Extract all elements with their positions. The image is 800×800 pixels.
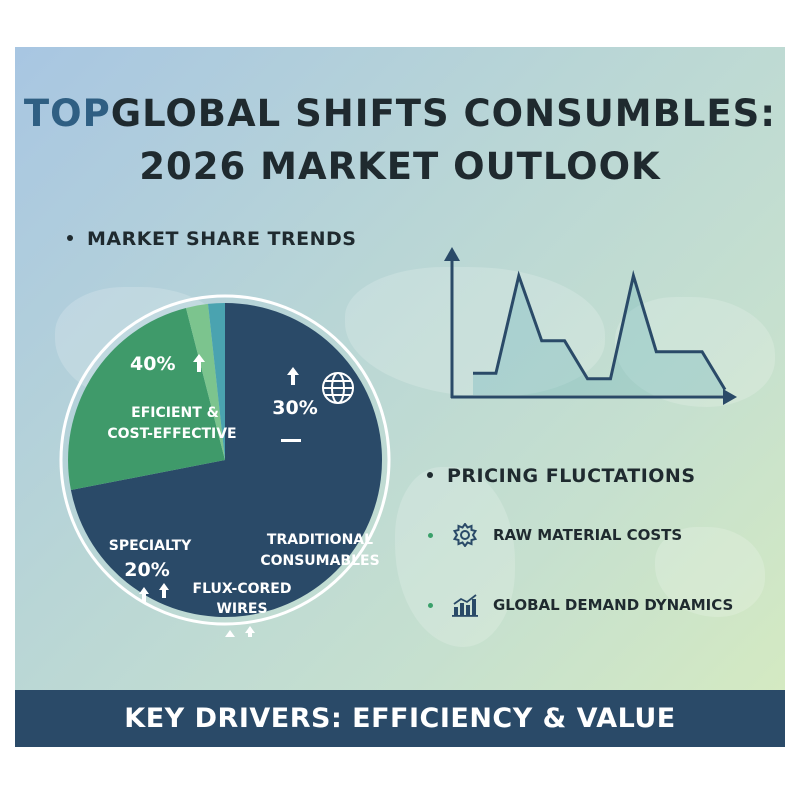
up-arrow-icon xyxy=(225,630,235,637)
eficient-pct-label: 40% xyxy=(130,353,175,375)
bullet-icon xyxy=(67,234,73,241)
line-area-fill xyxy=(473,275,725,395)
pricing-heading: PRICING FLUCTATIONS xyxy=(427,465,696,487)
dash-marker xyxy=(281,439,301,442)
eficient-name-line1: EFICIENT & xyxy=(131,405,219,421)
eficient-name-line2: COST-EFFECTIVE xyxy=(107,426,236,442)
flux-name-line1: FLUX-CORED xyxy=(193,581,292,597)
traditional-pct-label: 30% xyxy=(272,397,317,419)
up-arrow-icon xyxy=(193,354,205,372)
specialty-pct-label: 20% xyxy=(124,559,169,581)
flux-name-line2: WIRES xyxy=(216,601,267,617)
world-map-decoration xyxy=(345,267,605,397)
pie-slice-light-green xyxy=(186,303,225,460)
world-map-decoration xyxy=(395,467,515,647)
pie-outer-ring xyxy=(59,294,391,626)
up-arrow-icon xyxy=(159,583,169,598)
bullet-icon xyxy=(428,602,433,608)
market-share-heading-text: MARKET SHARE TRENDS xyxy=(87,228,357,250)
pie-slice-teal xyxy=(208,302,225,460)
title-prefix: TOP xyxy=(23,92,111,135)
footer-text: KEY DRIVERS: EFFICIENCY & VALUE xyxy=(124,703,676,734)
pricing-item-global-demand: GLOBAL DEMAND DYNAMICS xyxy=(428,593,733,617)
gear-icon xyxy=(452,523,478,547)
pricing-item-label: RAW MATERIAL COSTS xyxy=(493,526,683,544)
x-axis xyxy=(451,389,737,405)
market-share-heading: MARKET SHARE TRENDS xyxy=(67,228,356,250)
up-arrow-icon xyxy=(287,367,299,385)
up-arrow-icon xyxy=(139,587,149,602)
pricing-line-chart xyxy=(444,247,737,405)
up-arrow-icon xyxy=(245,626,255,637)
pie-slice-efficient xyxy=(68,308,225,490)
infographic-card: TOPGLOBAL SHIFTS CONSUMBLES: 2026 MARKET… xyxy=(15,47,785,747)
title-line1: GLOBAL SHIFTS CONSUMBLES: xyxy=(110,92,777,135)
pie-slice-navy xyxy=(70,303,383,617)
pricing-item-raw-material: RAW MATERIAL COSTS xyxy=(428,523,682,547)
traditional-name-line1: TRADITIONAL xyxy=(267,532,373,548)
pricing-item-label: GLOBAL DEMAND DYNAMICS xyxy=(493,596,734,614)
line-series xyxy=(473,269,727,391)
specialty-name-label: SPECIALTY xyxy=(109,538,192,554)
y-axis xyxy=(444,247,460,398)
pricing-heading-text: PRICING FLUCTATIONS xyxy=(447,465,696,487)
bullet-icon xyxy=(428,532,433,538)
page-title: TOPGLOBAL SHIFTS CONSUMBLES: 2026 MARKET… xyxy=(15,87,785,193)
footer-banner: KEY DRIVERS: EFFICIENCY & VALUE xyxy=(15,690,785,747)
bar-chart-icon xyxy=(452,594,478,617)
globe-icon xyxy=(322,372,354,404)
market-share-pie-chart: 40% EFICIENT & COST-EFFECTIVE 30% TRADIT… xyxy=(59,294,391,637)
traditional-name-line2: CONSUMABLES xyxy=(260,553,379,569)
title-line2: 2026 MARKET OUTLOOK xyxy=(139,145,661,188)
bullet-icon xyxy=(427,471,433,478)
world-map-decoration xyxy=(655,527,765,617)
